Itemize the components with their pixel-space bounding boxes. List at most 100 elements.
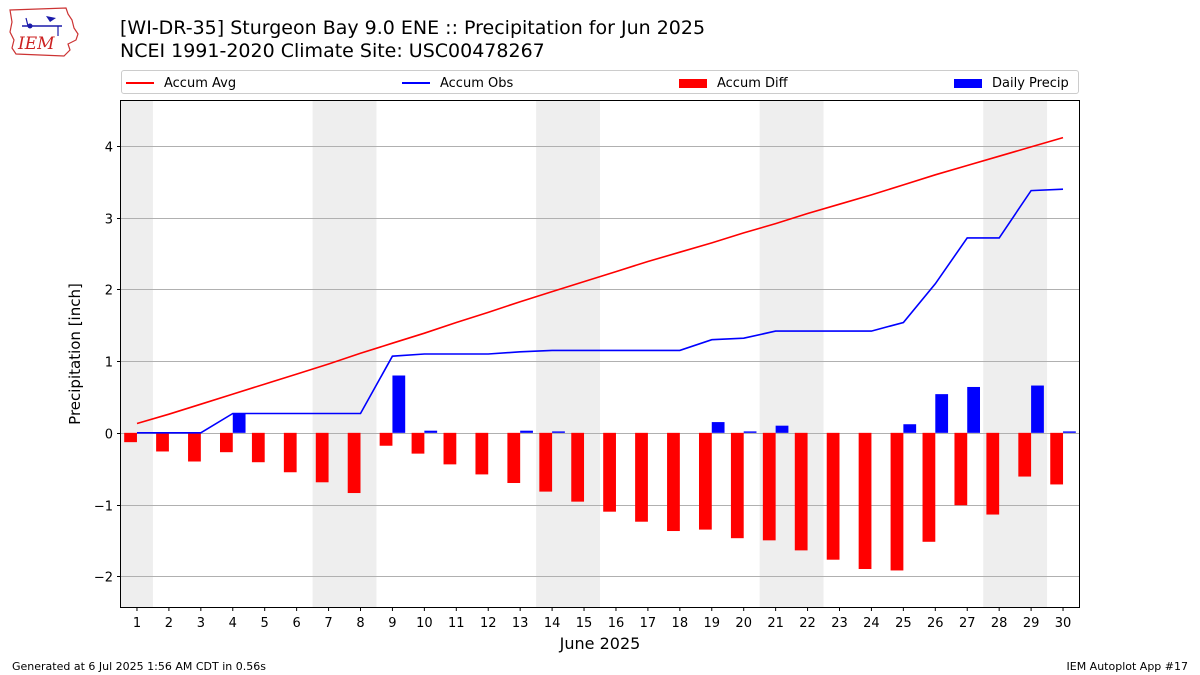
- x-tick-label: 18: [672, 616, 689, 631]
- weekend-shading: [121, 101, 1048, 607]
- iem-logo: IEM: [9, 7, 79, 57]
- x-tick-label: 6: [292, 616, 300, 631]
- bar-accum-diff-29: [1018, 432, 1032, 477]
- legend-swatch-accum-diff: [679, 78, 707, 88]
- bar-daily-precip-9: [392, 375, 406, 433]
- legend-label-accum-avg: Accum Avg: [164, 75, 237, 91]
- bar-accum-diff-25: [890, 432, 904, 571]
- legend-label-daily-precip: Daily Precip: [992, 75, 1069, 91]
- bar-accum-diff-16: [603, 432, 616, 512]
- x-tick-label: 12: [480, 616, 497, 631]
- bar-accum-diff-2: [156, 432, 169, 452]
- bar-accum-diff-6: [283, 432, 297, 473]
- x-tick-label: 20: [735, 616, 752, 631]
- chart-title: [WI-DR-35] Sturgeon Bay 9.0 ENE :: Preci…: [120, 17, 706, 39]
- bar-daily-precip-29: [1031, 385, 1044, 433]
- bar-daily-precip-4: [232, 413, 246, 433]
- legend-swatch-daily-precip: [954, 78, 982, 88]
- legend-item-accum-diff: Accum Diff: [679, 74, 788, 92]
- bar-daily-precip-14: [552, 431, 565, 433]
- bar-accum-diff-21: [762, 432, 776, 541]
- bar-accum-diff-12: [475, 432, 489, 475]
- legend-label-accum-obs: Accum Obs: [440, 75, 514, 91]
- x-tick-label: 3: [197, 616, 205, 631]
- x-tick-label: 16: [608, 616, 625, 631]
- bar-accum-diff-14: [539, 432, 553, 492]
- weekend-band-2: [312, 101, 377, 607]
- bar-accum-diff-10: [411, 432, 425, 454]
- bar-accum-diff-28: [986, 432, 1000, 515]
- legend-item-accum-obs: Accum Obs: [402, 74, 513, 92]
- y-tick-label: 1: [105, 356, 113, 371]
- bar-daily-precip-20: [743, 431, 757, 433]
- x-tick-label: 26: [927, 616, 944, 631]
- x-tick-label: 13: [512, 616, 529, 631]
- x-tick-label: 30: [1055, 616, 1072, 631]
- x-tick-label: 28: [991, 616, 1008, 631]
- weekend-band-3: [536, 101, 600, 607]
- bar-daily-precip-30: [1063, 431, 1076, 433]
- logo-text: IEM: [17, 34, 55, 54]
- y-tick-label: −1: [94, 500, 113, 515]
- bar-daily-precip-19: [711, 422, 725, 433]
- x-axis-label: June 2025: [559, 634, 641, 653]
- bar-accum-diff-13: [507, 432, 521, 484]
- bar-daily-precip-13: [520, 430, 533, 433]
- x-tick-label: 11: [448, 616, 465, 631]
- x-tick-label: 7: [324, 616, 332, 631]
- x-tick-label: 15: [576, 616, 593, 631]
- bar-accum-diff-9: [379, 432, 393, 446]
- bar-accum-diff-11: [443, 432, 457, 465]
- x-tick-label: 23: [831, 616, 848, 631]
- bar-accum-diff-26: [922, 432, 936, 542]
- x-tick-label: 5: [261, 616, 269, 631]
- bar-daily-precip-25: [903, 424, 917, 433]
- plot-frame: [120, 100, 1080, 608]
- chart-legend: Accum Avg Accum Obs Accum Diff Daily Pre…: [121, 70, 1079, 94]
- grid-lines: [121, 146, 1079, 577]
- bar-daily-precip-26: [935, 394, 949, 433]
- line-accum-obs: [137, 188, 1064, 434]
- generated-timestamp: Generated at 6 Jul 2025 1:56 AM CDT in 0…: [12, 660, 266, 673]
- x-tick-label: 27: [959, 616, 976, 631]
- bar-accum-diff-20: [730, 432, 744, 539]
- chart-subtitle: NCEI 1991-2020 Climate Site: USC00478267: [120, 40, 545, 62]
- x-tick-label: 25: [895, 616, 912, 631]
- app-credit: IEM Autoplot App #17: [1066, 660, 1189, 673]
- bar-daily-precip-27: [967, 386, 981, 433]
- legend-item-accum-avg: Accum Avg: [126, 74, 236, 92]
- bars: [124, 375, 1076, 571]
- legend-swatch-accum-obs: [402, 82, 430, 84]
- y-tick-label: −2: [94, 571, 113, 586]
- x-tick-label: 2: [165, 616, 173, 631]
- series-lines: [136, 136, 1064, 434]
- y-tick-label: 2: [105, 284, 113, 299]
- x-tick-label: 1: [133, 616, 141, 631]
- bar-accum-diff-17: [635, 432, 648, 522]
- bar-accum-diff-23: [826, 432, 840, 560]
- legend-label-accum-diff: Accum Diff: [717, 75, 788, 91]
- x-tick-label: 14: [544, 616, 561, 631]
- bar-accum-diff-4: [219, 432, 233, 453]
- bar-accum-diff-3: [188, 432, 201, 462]
- x-tick-label: 21: [767, 616, 784, 631]
- bar-accum-diff-1: [124, 432, 137, 443]
- weekend-band-5: [983, 101, 1048, 607]
- bar-accum-diff-8: [347, 432, 361, 494]
- y-tick-label: 0: [105, 428, 113, 443]
- bar-accum-diff-24: [858, 432, 872, 570]
- weekend-band-1: [121, 101, 153, 607]
- bar-accum-diff-19: [698, 432, 712, 530]
- y-tick-label: 4: [105, 141, 113, 156]
- bar-accum-diff-30: [1050, 432, 1064, 485]
- bar-daily-precip-10: [424, 430, 438, 433]
- bar-daily-precip-21: [775, 425, 789, 433]
- x-tick-label: 24: [863, 616, 880, 631]
- legend-item-daily-precip: Daily Precip: [954, 74, 1069, 92]
- bar-accum-diff-5: [251, 432, 265, 463]
- bar-accum-diff-27: [954, 432, 968, 506]
- legend-swatch-accum-avg: [126, 82, 154, 84]
- x-tick-label: 17: [640, 616, 657, 631]
